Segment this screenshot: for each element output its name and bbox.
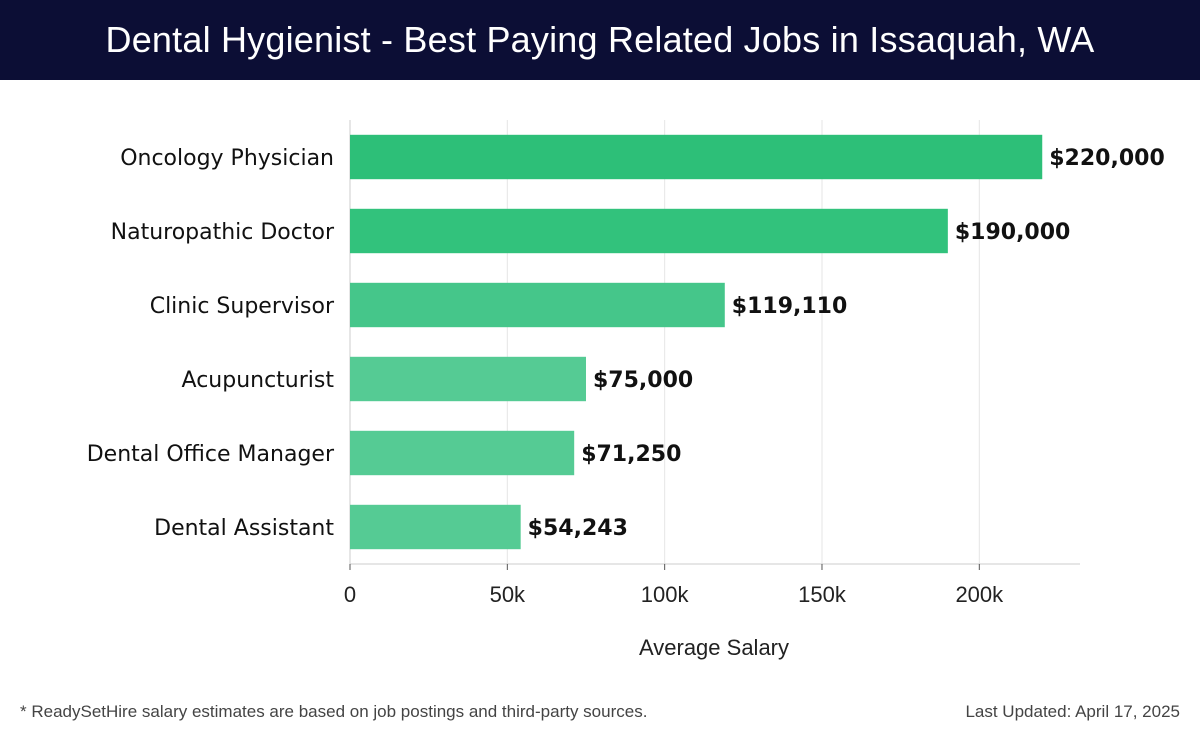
bar — [350, 356, 586, 402]
value-label: $54,243 — [528, 516, 628, 541]
category-label: Clinic Supervisor — [150, 294, 335, 319]
chart-title: Dental Hygienist - Best Paying Related J… — [105, 19, 1095, 60]
value-label: $220,000 — [1049, 146, 1165, 171]
last-updated: Last Updated: April 17, 2025 — [965, 702, 1180, 721]
bar — [350, 282, 725, 328]
value-label: $190,000 — [955, 220, 1071, 245]
category-label: Oncology Physician — [120, 146, 334, 171]
x-tick-label: 50k — [490, 582, 526, 607]
value-label: $75,000 — [593, 368, 693, 393]
bars: Oncology Physician $220,000 Naturopathic D… — [87, 134, 1165, 550]
x-axis: 0 50k 100k 150k 200k — [344, 563, 1080, 607]
category-label: Acupuncturist — [182, 368, 335, 393]
bar-chart: Oncology Physician $220,000 Naturopathic D… — [87, 120, 1165, 660]
grid-lines — [349, 120, 980, 564]
bar — [350, 430, 575, 476]
bar — [350, 208, 948, 254]
bar — [350, 504, 521, 550]
x-axis-label: Average Salary — [639, 635, 789, 660]
category-label: Naturopathic Doctor — [111, 220, 335, 245]
bar — [350, 134, 1043, 180]
footnote: * ReadySetHire salary estimates are base… — [20, 702, 648, 721]
x-tick-label: 100k — [641, 582, 690, 607]
value-label: $119,110 — [732, 294, 848, 319]
category-label: Dental Assistant — [154, 516, 334, 541]
category-label: Dental Office Manager — [87, 442, 335, 467]
value-label: $71,250 — [581, 442, 681, 467]
x-tick-label: 150k — [798, 582, 847, 607]
title-bar: Dental Hygienist - Best Paying Related J… — [0, 0, 1200, 80]
x-tick-label: 0 — [344, 582, 356, 607]
x-tick-label: 200k — [955, 582, 1004, 607]
